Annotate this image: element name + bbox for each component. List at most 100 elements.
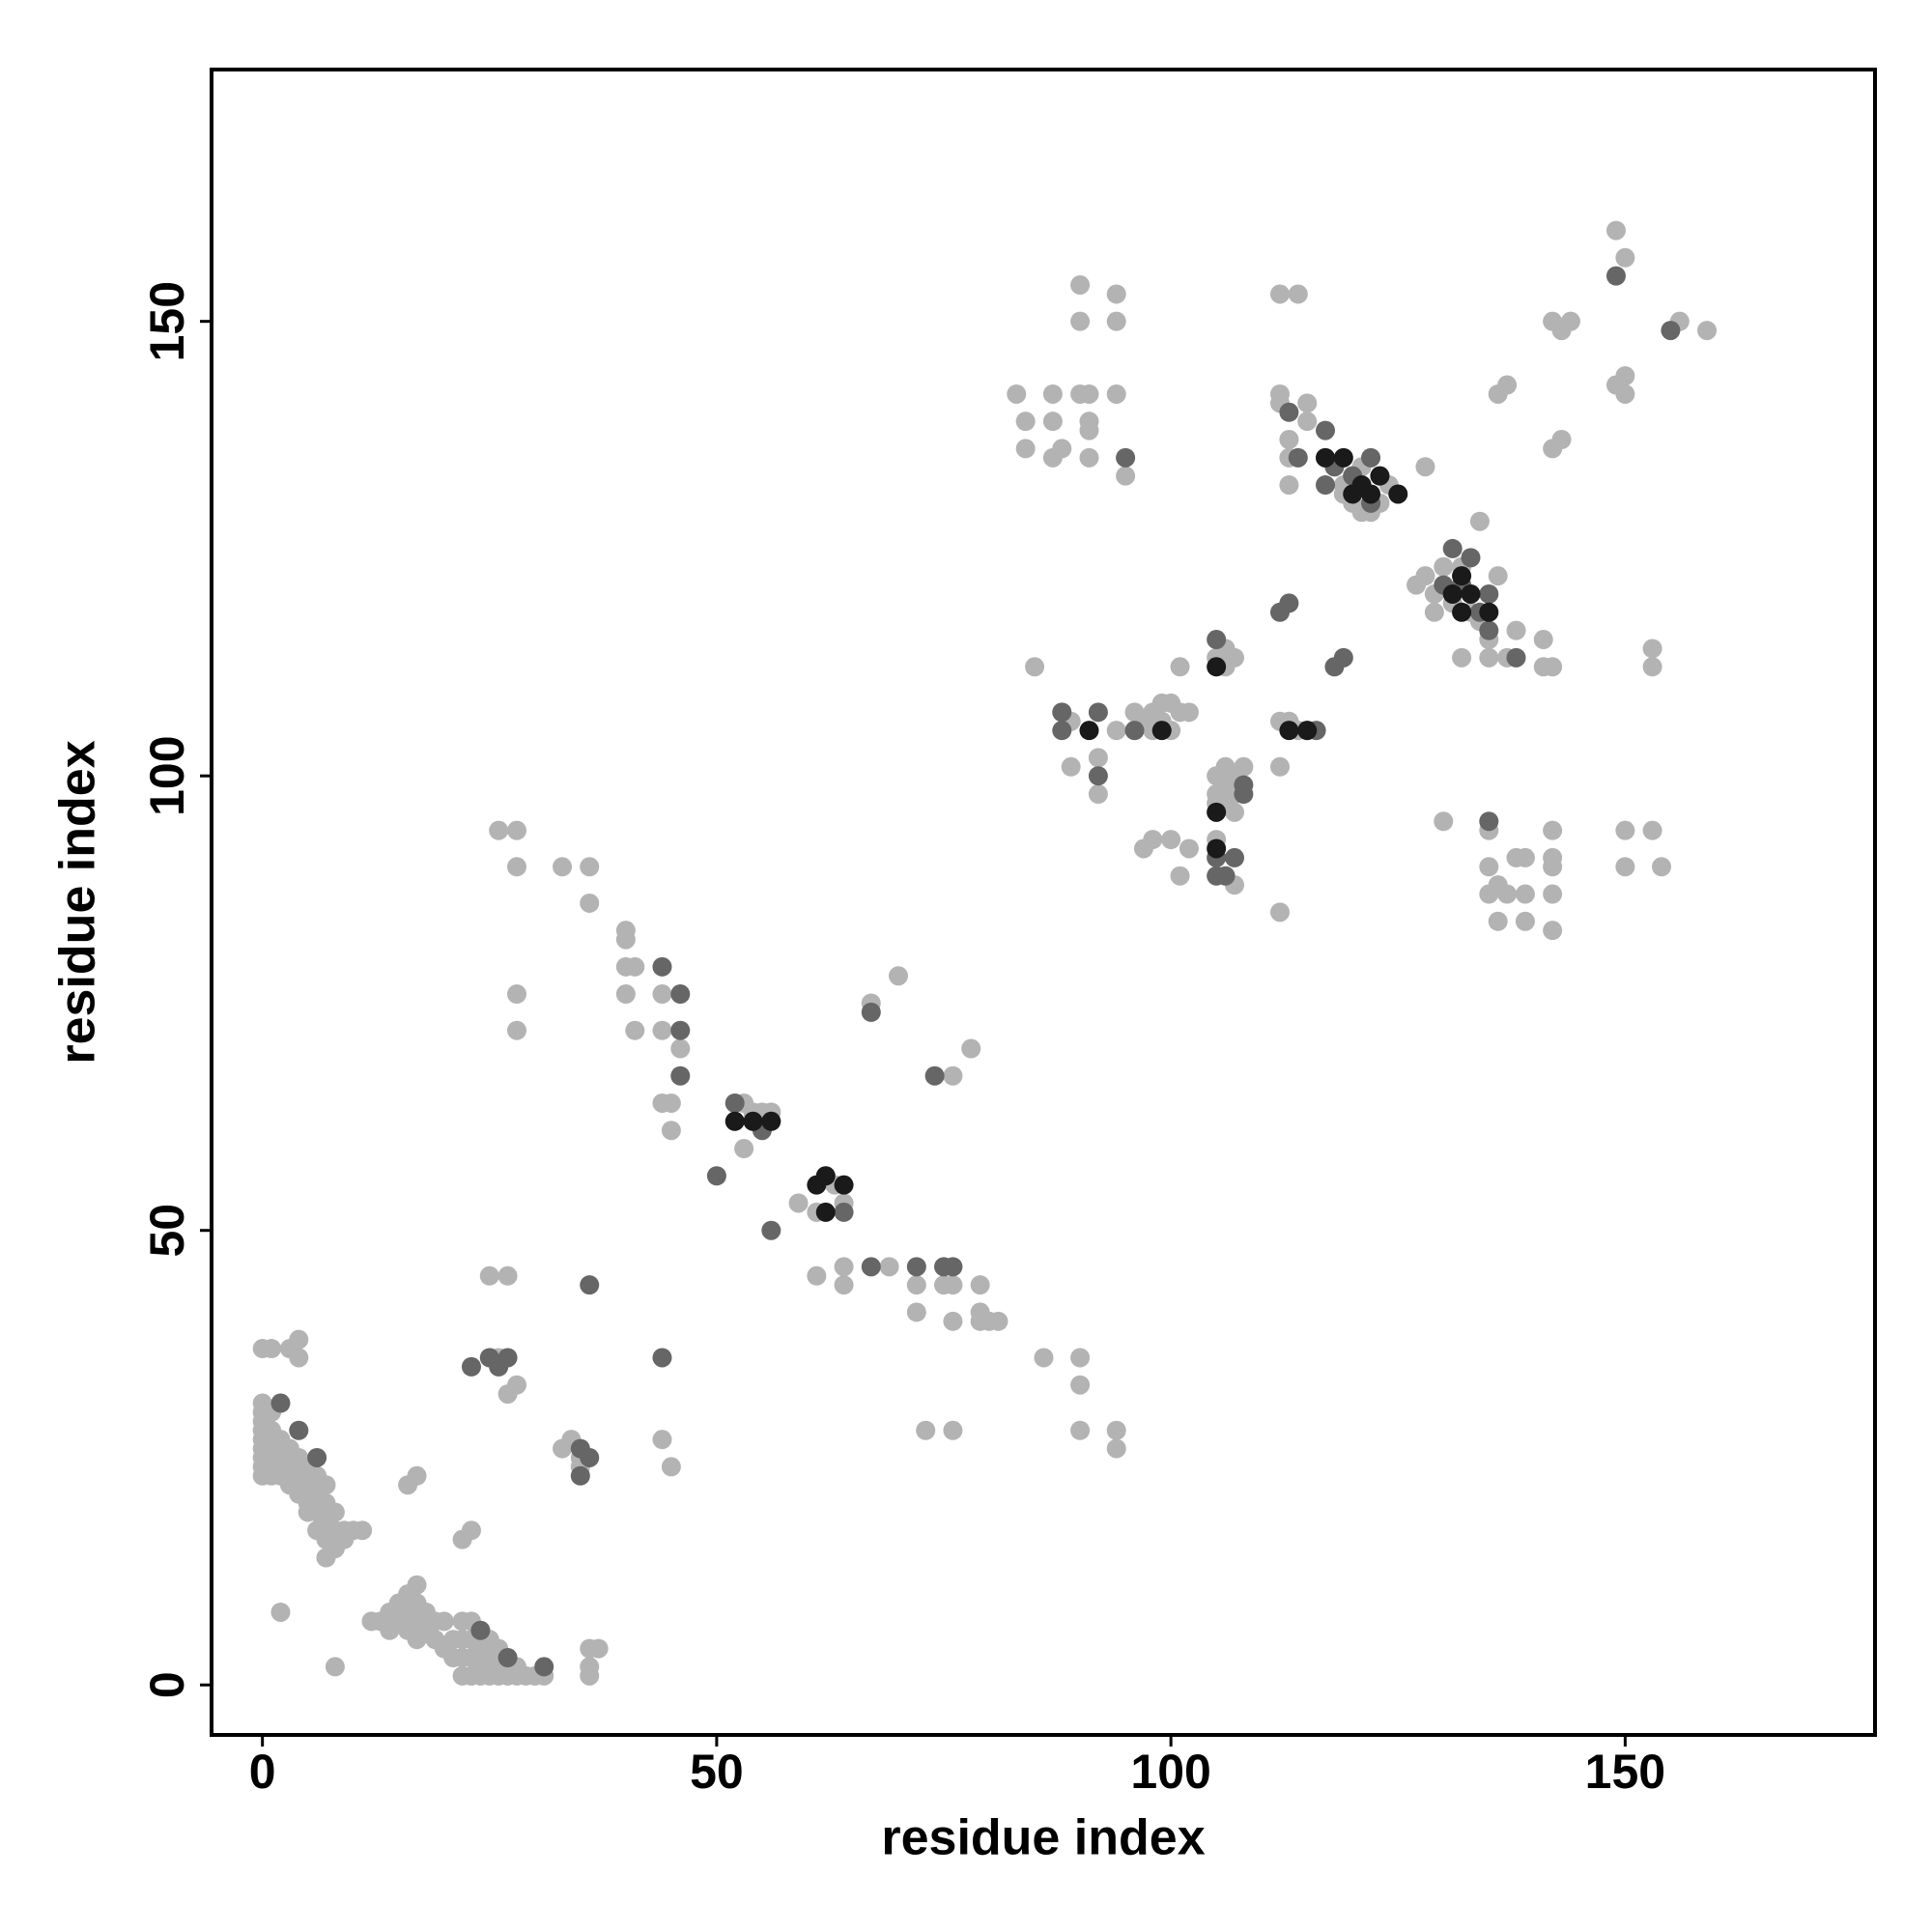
point <box>506 1020 526 1040</box>
point <box>943 1420 963 1440</box>
point <box>834 1275 854 1295</box>
point <box>1661 321 1681 341</box>
point <box>580 893 600 913</box>
point <box>1207 838 1227 859</box>
point <box>1543 857 1563 877</box>
point <box>1034 1348 1054 1368</box>
point-series <box>724 447 1499 1222</box>
point <box>724 1093 745 1113</box>
point <box>1143 830 1163 850</box>
point <box>1279 430 1299 450</box>
point <box>580 1275 600 1295</box>
point <box>1515 884 1535 904</box>
point <box>961 1038 981 1059</box>
point <box>506 857 526 877</box>
y-tick-label: 0 <box>140 1671 194 1698</box>
point <box>1543 657 1563 677</box>
point <box>1288 447 1308 468</box>
point <box>1015 412 1036 432</box>
point <box>1316 447 1336 468</box>
point <box>1079 420 1099 440</box>
point <box>1106 1420 1126 1440</box>
point <box>1452 602 1472 622</box>
point <box>943 1065 963 1086</box>
point <box>1316 420 1336 440</box>
point <box>1161 693 1181 713</box>
point <box>1179 702 1199 723</box>
point <box>1124 721 1145 741</box>
point <box>270 1602 291 1622</box>
point <box>1488 911 1508 931</box>
point <box>479 1265 499 1286</box>
point <box>1479 857 1499 877</box>
point <box>407 1575 427 1595</box>
point <box>652 1348 672 1368</box>
point <box>1052 721 1072 741</box>
point <box>588 1638 609 1659</box>
point <box>534 1657 554 1677</box>
point <box>1234 756 1254 777</box>
point <box>1269 902 1290 923</box>
point <box>1452 647 1472 668</box>
point <box>353 1520 373 1541</box>
point <box>1215 866 1236 886</box>
point <box>1434 556 1454 577</box>
point <box>652 1093 672 1113</box>
point <box>570 1465 590 1486</box>
point <box>1070 275 1091 296</box>
point <box>1052 702 1072 723</box>
point <box>1207 630 1227 650</box>
point <box>1042 412 1063 432</box>
point <box>1415 457 1435 477</box>
point <box>1515 911 1535 931</box>
point <box>652 984 672 1005</box>
point <box>943 1257 963 1277</box>
point <box>1279 475 1299 496</box>
point <box>506 1375 526 1395</box>
point <box>1088 766 1108 786</box>
point <box>970 1275 990 1295</box>
point <box>834 1257 854 1277</box>
point <box>1506 647 1526 668</box>
point <box>1279 721 1299 741</box>
point <box>1288 284 1308 304</box>
point <box>1442 583 1463 604</box>
x-tick-label: 150 <box>1585 1745 1665 1799</box>
point <box>1415 566 1435 586</box>
point <box>1333 447 1353 468</box>
point <box>888 966 908 986</box>
point <box>1179 838 1199 859</box>
point <box>1070 1348 1091 1368</box>
point <box>1224 802 1244 822</box>
point <box>1007 384 1027 404</box>
point <box>615 929 636 950</box>
point <box>1161 830 1181 850</box>
point <box>307 1447 327 1467</box>
point <box>1106 1438 1126 1459</box>
x-axis-label: residue index <box>881 1810 1205 1866</box>
y-axis-label: residue index <box>50 740 106 1064</box>
point <box>906 1275 926 1295</box>
point <box>489 820 509 840</box>
x-tick-label: 0 <box>249 1745 276 1799</box>
point <box>834 1202 854 1222</box>
point <box>1170 866 1190 886</box>
point <box>1297 412 1318 432</box>
point <box>861 1257 881 1277</box>
point <box>1543 921 1563 941</box>
point <box>788 1193 809 1213</box>
point <box>1424 602 1444 622</box>
point <box>1615 820 1635 840</box>
point <box>289 1420 309 1440</box>
point <box>461 1356 481 1377</box>
point <box>262 1339 282 1359</box>
point <box>1106 721 1126 741</box>
point <box>1297 721 1318 741</box>
point <box>452 1529 472 1549</box>
point <box>670 1065 691 1086</box>
point <box>615 984 636 1005</box>
point <box>1615 366 1635 386</box>
point <box>1088 748 1108 768</box>
point <box>1479 620 1499 640</box>
point <box>1461 548 1481 568</box>
